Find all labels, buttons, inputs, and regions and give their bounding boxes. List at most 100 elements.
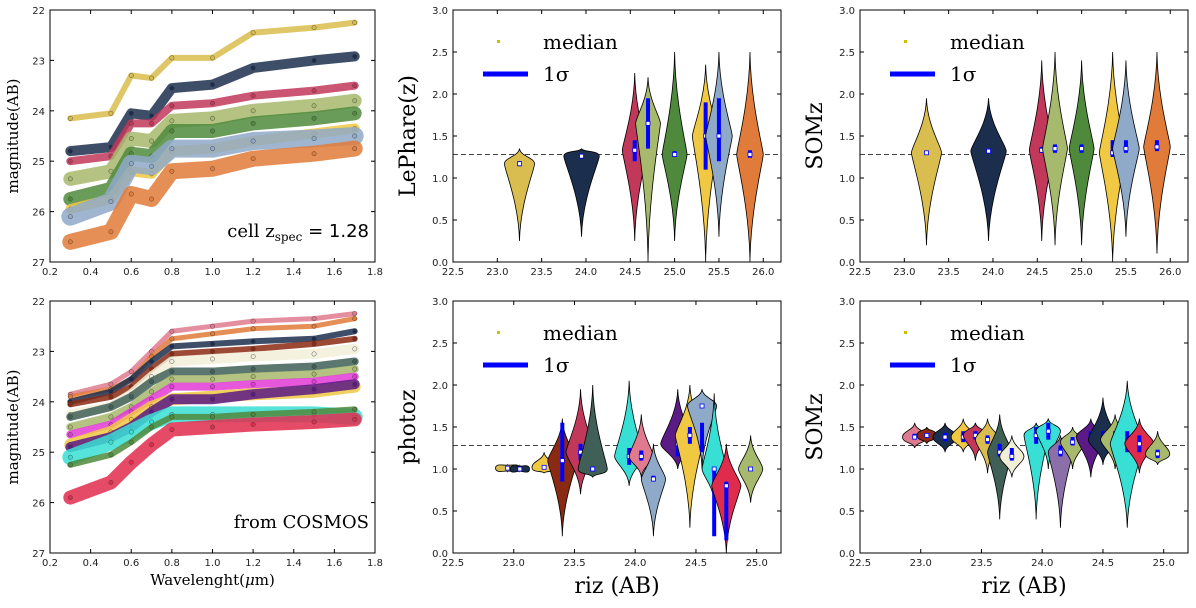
- median-marker: [1137, 441, 1142, 447]
- series-point: [311, 115, 317, 121]
- median-marker: [517, 161, 522, 167]
- series-point: [149, 113, 154, 119]
- series-point: [67, 462, 73, 468]
- series-point: [311, 323, 317, 329]
- x-tick-label: 23.0: [503, 558, 525, 569]
- x-tick-label: 22.5: [442, 558, 464, 569]
- series-point: [128, 121, 134, 126]
- x-tick-label: 0.2: [42, 267, 58, 278]
- series-point: [311, 364, 317, 369]
- violin: [563, 148, 600, 237]
- violin: [1145, 431, 1171, 465]
- series-point: [169, 427, 175, 432]
- series-point: [67, 432, 73, 437]
- series-point: [250, 338, 256, 344]
- series-point: [250, 422, 256, 427]
- series-point: [128, 459, 134, 465]
- series-point: [210, 376, 215, 382]
- series-point: [311, 151, 317, 157]
- series-point: [128, 439, 134, 445]
- series-point: [250, 391, 256, 397]
- series-point: [169, 128, 175, 134]
- y-tick-label: 2.5: [432, 339, 448, 350]
- median-marker: [1079, 146, 1085, 152]
- x-tick-label: 24.5: [685, 558, 707, 569]
- series-point: [250, 318, 256, 324]
- series-point: [210, 55, 215, 61]
- series-point: [169, 343, 175, 349]
- series-point: [352, 417, 358, 422]
- series-point: [128, 369, 134, 374]
- series-point: [352, 146, 358, 152]
- x-tick-label: 1.8: [367, 267, 383, 278]
- series-point: [108, 229, 114, 235]
- plot-area: [453, 380, 781, 553]
- y-tick-label: 3.0: [432, 297, 448, 308]
- x-axis-label-main: Wavelenght(: [150, 571, 245, 589]
- series-point: [250, 354, 256, 359]
- x-tick-label: 0.6: [123, 267, 139, 278]
- median-marker: [985, 437, 990, 443]
- legend-median-marker: [497, 40, 500, 43]
- panel-bottom-middle: 22.5 23.0 23.5 24.0 24.5 25.0 0.0 0.5 1.0 1.5 2.0 2…: [396, 297, 782, 599]
- x-tick-label: 24.0: [1031, 558, 1053, 569]
- y-tick-label: 26: [32, 208, 45, 219]
- y-axis-label: magnitude(AB): [4, 370, 22, 485]
- series-point: [311, 136, 317, 141]
- y-tick-label: 22: [32, 297, 45, 308]
- series-point: [311, 25, 317, 31]
- x-tick-label: 0.8: [164, 558, 180, 569]
- series-point: [169, 351, 175, 357]
- series-point: [210, 100, 215, 106]
- x-tick-label: 0.4: [83, 558, 99, 569]
- x-tick-label: 23.0: [910, 558, 932, 569]
- series-point: [352, 406, 358, 412]
- violin: [1035, 418, 1061, 470]
- series-point: [108, 394, 114, 400]
- y-tick-label: 24: [32, 398, 45, 409]
- y-tick-label: 24: [32, 107, 45, 118]
- y-tick-label: 1.5: [839, 423, 855, 434]
- y-tick-label: 0.5: [432, 507, 448, 518]
- median-marker: [1045, 428, 1051, 434]
- x-tick-label: 0.2: [42, 558, 58, 569]
- median-marker: [912, 434, 918, 440]
- series-point: [67, 196, 73, 202]
- panel-top-middle: 22.5 23.0 23.5 24.0 24.5 25.0 25.5 26.0 0.0 0.5 1.…: [396, 6, 782, 278]
- series-point: [67, 495, 73, 500]
- annotation-subscript: spec: [275, 230, 303, 244]
- series-point: [169, 146, 175, 152]
- x-tick-label: 1.2: [245, 558, 261, 569]
- x-tick-label: 24.0: [982, 267, 1004, 278]
- series-point: [210, 341, 215, 347]
- x-tick-label: 25.0: [1070, 267, 1092, 278]
- series-point: [169, 55, 175, 61]
- series-point: [352, 98, 358, 104]
- x-tick-label: 22.5: [442, 267, 464, 278]
- series-point: [250, 30, 256, 36]
- series-point: [352, 346, 358, 352]
- series-point: [311, 336, 317, 342]
- x-tick-label: 0.6: [123, 558, 139, 569]
- series-point: [149, 75, 154, 81]
- series-point: [311, 58, 317, 63]
- median-marker: [1052, 146, 1058, 152]
- plot-area: [860, 51, 1188, 262]
- legend-median-marker: [904, 40, 907, 43]
- series-point: [352, 133, 358, 139]
- series-point: [149, 442, 154, 448]
- median-marker: [747, 152, 753, 157]
- series-point: [108, 381, 114, 387]
- y-tick-label: 1.0: [839, 465, 855, 476]
- x-tick-label: 25.0: [663, 267, 685, 278]
- y-tick-label: 0.0: [432, 549, 448, 560]
- violin: [635, 77, 661, 262]
- series-point: [67, 401, 73, 407]
- series-point: [352, 20, 358, 25]
- series-point: [108, 110, 114, 116]
- legend-sigma-label: 1σ: [950, 62, 977, 86]
- panel-top-left: 0.2 0.4 0.6 0.8 1.0 1.2 1.4 1.6 1.8 22 23 24 25 26 27 m…: [4, 6, 383, 278]
- series-point: [250, 108, 256, 114]
- median-marker: [559, 458, 565, 464]
- violin: [1068, 60, 1095, 246]
